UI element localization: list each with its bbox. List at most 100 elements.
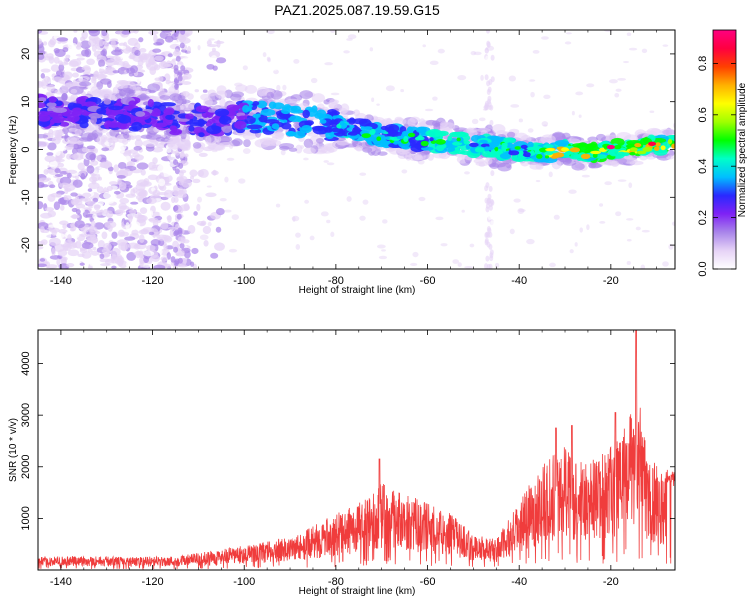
heatmap-cell <box>76 57 85 61</box>
heatmap-cell <box>293 59 300 64</box>
heatmap-cell <box>70 192 78 197</box>
heatmap-cell <box>63 71 73 80</box>
heatmap-cell <box>272 102 285 110</box>
heatmap-cell <box>80 226 89 233</box>
heatmap-cell <box>56 258 61 266</box>
heatmap-cell <box>270 139 282 147</box>
heatmap-cell <box>179 250 185 257</box>
heatmap-cell <box>484 157 493 165</box>
heatmap-cell <box>667 138 673 145</box>
heatmap-cell <box>437 48 445 54</box>
heatmap-cell <box>99 253 105 260</box>
heatmap-cell <box>646 127 661 135</box>
heatmap-cell <box>497 162 512 172</box>
heatmap-cell <box>508 75 517 82</box>
heatmap-cell <box>69 231 80 239</box>
heatmap-cell <box>126 252 137 261</box>
heatmap-cell <box>575 91 584 96</box>
heatmap-cell <box>281 122 292 130</box>
heatmap-cell <box>588 162 602 169</box>
heatmap-cell <box>49 184 56 189</box>
heatmap-cell <box>401 169 408 174</box>
heatmap-cell <box>118 124 130 130</box>
heatmap-cell <box>198 132 205 138</box>
heatmap-cell <box>75 240 82 249</box>
heatmap-cell <box>152 189 161 197</box>
heatmap-cell <box>623 60 630 64</box>
heatmap-cell <box>77 253 85 258</box>
snr-ylabel: SNR (10 * v/v) <box>8 418 19 482</box>
heatmap-cell <box>103 208 109 215</box>
heatmap-cell <box>103 98 112 105</box>
heatmap-cell <box>44 207 55 212</box>
heatmap-cell <box>517 208 525 214</box>
heatmap-cell <box>103 242 112 251</box>
heatmap-cell <box>142 250 155 257</box>
heatmap-cell <box>70 214 80 219</box>
heatmap-cell <box>323 160 329 163</box>
heatmap-cell <box>48 237 61 247</box>
heatmap-cell <box>167 53 173 58</box>
heatmap-cell <box>544 155 550 159</box>
heatmap-cell <box>147 174 159 181</box>
heatmap-cell <box>671 221 675 226</box>
heatmap-cell <box>279 114 291 119</box>
heatmap-cell <box>200 93 211 101</box>
heatmap-cell <box>195 105 209 113</box>
heatmap-cell <box>564 150 574 155</box>
heatmap-cell <box>662 169 670 176</box>
heatmap-cell <box>139 207 148 215</box>
heatmap-cell <box>228 106 240 112</box>
heatmap-cell <box>244 84 258 94</box>
heatmap-cell <box>553 152 565 158</box>
heatmap-cell <box>543 94 551 99</box>
heatmap-cell <box>615 211 622 217</box>
heatmap-cell <box>191 119 208 125</box>
heatmap-cell <box>192 178 201 184</box>
heatmap-cell <box>305 169 309 175</box>
heatmap-cell <box>436 100 445 103</box>
heatmap-cell <box>641 48 648 54</box>
heatmap-cell <box>471 118 479 125</box>
heatmap-cell <box>249 81 258 84</box>
heatmap-cell <box>72 72 79 78</box>
heatmap-cell <box>196 203 201 212</box>
heatmap-cell <box>170 256 176 263</box>
x-tick-label: -20 <box>603 576 619 588</box>
heatmap-cell <box>81 30 88 40</box>
heatmap-cell <box>178 162 184 169</box>
heatmap-cell <box>118 45 127 50</box>
heatmap-cell <box>662 44 669 47</box>
heatmap-cell <box>96 186 104 193</box>
heatmap-cell <box>180 30 186 35</box>
heatmap-cell <box>489 177 494 184</box>
heatmap-cell <box>92 197 99 203</box>
heatmap-cell <box>72 103 82 108</box>
heatmap-cell <box>134 49 141 57</box>
heatmap-cell <box>397 152 408 160</box>
heatmap-cell <box>206 108 218 113</box>
heatmap-cell <box>595 133 606 142</box>
heatmap-cell <box>152 147 164 153</box>
heatmap-cell <box>293 207 302 213</box>
heatmap-cell <box>86 124 100 130</box>
heatmap-cell <box>176 213 182 220</box>
heatmap-cell <box>136 162 149 170</box>
heatmap-cell <box>195 157 202 165</box>
x-tick-label: -100 <box>233 275 255 287</box>
heatmap-cell <box>256 86 270 97</box>
heatmap-cell <box>184 153 189 158</box>
x-tick-label: -120 <box>142 576 164 588</box>
heatmap-cell <box>167 140 182 150</box>
heatmap-cell <box>207 221 212 227</box>
heatmap-cell <box>205 135 212 145</box>
heatmap-cell <box>464 266 473 269</box>
heatmap-cell <box>348 131 358 136</box>
heatmap-cell <box>210 55 217 62</box>
heatmap-cell <box>362 147 373 153</box>
heatmap-cell <box>594 154 608 159</box>
heatmap-cell <box>363 92 368 96</box>
heatmap-cell <box>99 66 108 70</box>
heatmap-cell <box>127 242 139 249</box>
heatmap-cell <box>489 104 494 111</box>
